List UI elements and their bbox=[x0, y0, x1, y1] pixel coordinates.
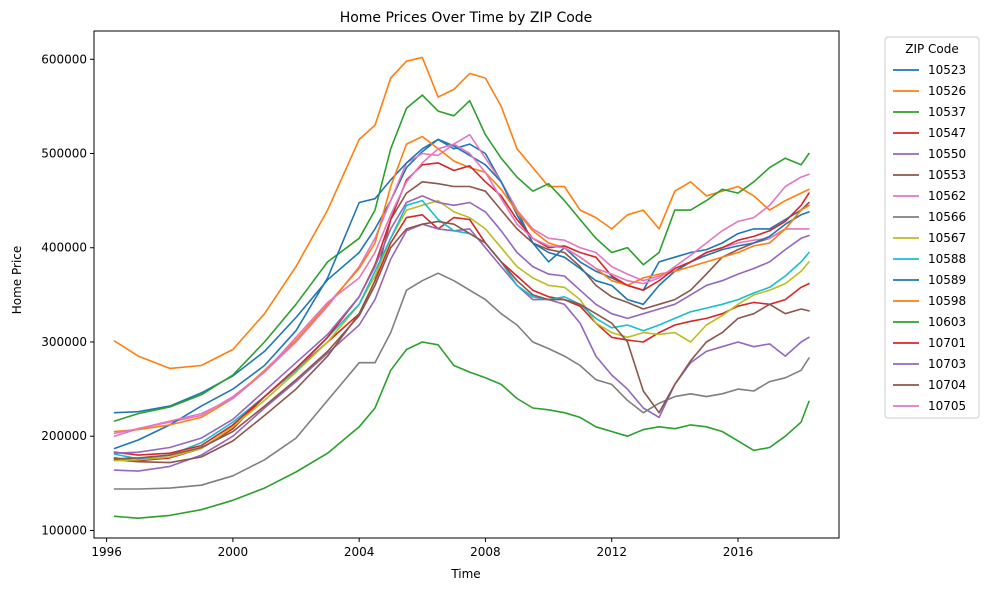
plot-area: 1996 2000 2004 2008 2012 2016 100000 200000 3000… bbox=[41, 30, 840, 559]
legend-label: 10704 bbox=[928, 378, 966, 392]
series-lines bbox=[113, 56, 810, 520]
legend-item-10526: 10526 bbox=[893, 84, 966, 98]
legend-label: 10705 bbox=[928, 399, 966, 413]
series-line-10523 bbox=[113, 138, 810, 414]
legend-items: 10523 10526 10537 10547 10550 10553 10562 10566… bbox=[893, 63, 966, 413]
x-tick-label: 2016 bbox=[723, 545, 754, 559]
series-line-10701 bbox=[113, 162, 810, 456]
series-line-10588 bbox=[113, 199, 810, 460]
legend-label: 10567 bbox=[928, 231, 966, 245]
x-tick-label: 2012 bbox=[596, 545, 627, 559]
legend-item-10589: 10589 bbox=[893, 273, 966, 287]
legend: ZIP Code 1052310526105371054710550105531… bbox=[884, 36, 980, 419]
series-line-10567 bbox=[113, 199, 810, 462]
chart-title: Home Prices Over Time by ZIP Code bbox=[340, 10, 593, 26]
legend-item-10550: 10550 bbox=[893, 147, 966, 161]
legend-label: 10562 bbox=[928, 189, 966, 203]
x-tick-label: 1996 bbox=[91, 545, 122, 559]
y-tick-label: 600000 bbox=[41, 52, 87, 66]
legend-label: 10523 bbox=[928, 63, 966, 77]
legend-title: ZIP Code bbox=[905, 42, 959, 56]
legend-item-10537: 10537 bbox=[893, 105, 966, 119]
legend-label: 10701 bbox=[928, 336, 966, 350]
legend-label: 10603 bbox=[928, 315, 966, 329]
legend-label: 10703 bbox=[928, 357, 966, 371]
axes-frame bbox=[93, 30, 840, 539]
legend-label: 10566 bbox=[928, 210, 966, 224]
legend-item-10701: 10701 bbox=[893, 336, 966, 350]
series-line-10603 bbox=[113, 341, 810, 520]
legend-item-10588: 10588 bbox=[893, 252, 966, 266]
series-line-10566 bbox=[113, 272, 810, 490]
y-tick-label: 100000 bbox=[41, 523, 87, 537]
series-line-10537 bbox=[113, 94, 810, 422]
legend-item-10566: 10566 bbox=[893, 210, 966, 224]
legend-label: 10598 bbox=[928, 294, 966, 308]
series-line-10704 bbox=[113, 220, 810, 460]
series-line-10550 bbox=[113, 223, 810, 472]
legend-item-10567: 10567 bbox=[893, 231, 966, 245]
legend-item-10704: 10704 bbox=[893, 378, 966, 392]
legend-label: 10537 bbox=[928, 105, 966, 119]
legend-label: 10526 bbox=[928, 84, 966, 98]
series-line-10703 bbox=[113, 195, 810, 455]
legend-item-10705: 10705 bbox=[893, 399, 966, 413]
legend-item-10523: 10523 bbox=[893, 63, 966, 77]
x-tick-label: 2004 bbox=[344, 545, 375, 559]
legend-item-10703: 10703 bbox=[893, 357, 966, 371]
legend-label: 10589 bbox=[928, 273, 966, 287]
legend-label: 10588 bbox=[928, 252, 966, 266]
y-tick-label: 500000 bbox=[41, 147, 87, 161]
legend-item-10547: 10547 bbox=[893, 126, 966, 140]
series-line-10598 bbox=[113, 135, 810, 433]
y-tick-label: 200000 bbox=[41, 429, 87, 443]
y-tick-label: 400000 bbox=[41, 241, 87, 255]
legend-label: 10547 bbox=[928, 126, 966, 140]
legend-label: 10550 bbox=[928, 147, 966, 161]
legend-item-10598: 10598 bbox=[893, 294, 966, 308]
legend-label: 10553 bbox=[928, 168, 966, 182]
x-tick-label: 2000 bbox=[218, 545, 249, 559]
x-axis-label: Time bbox=[450, 567, 480, 581]
legend-item-10603: 10603 bbox=[893, 315, 966, 329]
series-line-10553 bbox=[113, 181, 810, 464]
legend-item-10553: 10553 bbox=[893, 168, 966, 182]
y-tick-label: 300000 bbox=[41, 335, 87, 349]
legend-item-10562: 10562 bbox=[893, 189, 966, 203]
series-line-10705 bbox=[113, 143, 810, 435]
y-axis-label: Home Price bbox=[10, 246, 24, 315]
x-tick-label: 2008 bbox=[470, 545, 501, 559]
